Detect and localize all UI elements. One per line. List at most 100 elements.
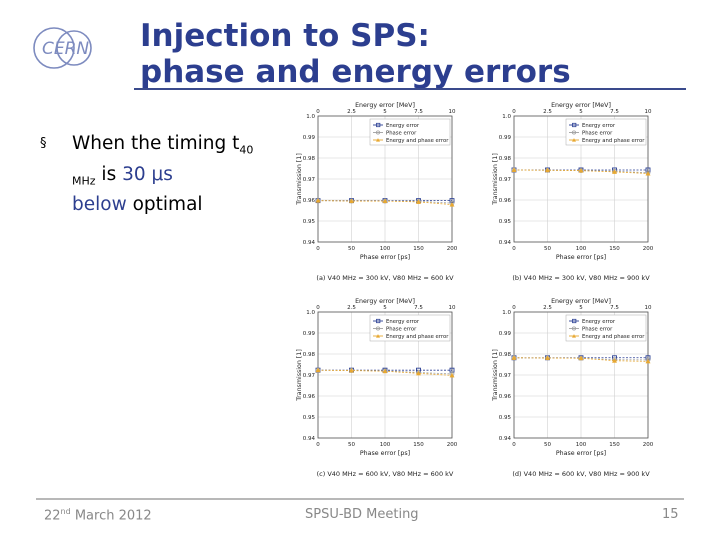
- footer-divider: [36, 498, 684, 500]
- cern-logo: CERN: [30, 20, 96, 76]
- x-tick-label: 150: [609, 246, 620, 252]
- top-tick-label: 0: [316, 109, 320, 115]
- data-point: [511, 167, 517, 172]
- plot-frame: [513, 311, 649, 439]
- bullet-highlight-below: below: [72, 194, 127, 216]
- bullet-text-before: When the timing t: [72, 133, 240, 154]
- data-point: [544, 355, 551, 360]
- y-tick-label: 0.99: [303, 331, 316, 337]
- y-tick-label: 0.95: [499, 415, 512, 421]
- data-point: [511, 355, 517, 360]
- legend-box: [565, 314, 647, 342]
- y-tick-label: 0.95: [499, 219, 512, 225]
- x-tick-label: 150: [609, 442, 620, 448]
- y-tick-label: 0.98: [303, 352, 316, 358]
- x-tick-label: 100: [380, 246, 391, 252]
- legend-marker: [376, 130, 381, 135]
- bullet-text-mid: is: [95, 163, 123, 185]
- x-tick-label: 100: [576, 246, 587, 252]
- top-axis-label: Energy error [MeV]: [551, 298, 611, 305]
- legend-label: Energy error: [582, 319, 616, 325]
- x-tick-label: 200: [447, 442, 458, 448]
- x-tick-label: 100: [380, 442, 391, 448]
- chart-svg: 0 50 100 150 200 0 2.5 5 7.5 10 1.0 0.99 0.98 0.97 0.9…: [492, 102, 654, 282]
- x-tick-label: 200: [447, 246, 458, 252]
- legend-marker: [376, 334, 380, 338]
- y-tick-label: 0.94: [499, 240, 512, 246]
- chart-svg: 0 50 100 150 200 0 2.5 5 7.5 10 1.0 0.99 0.98 0.97 0.9…: [492, 298, 654, 478]
- x-tick-label: 150: [413, 442, 424, 448]
- cern-logo-graphic: CERN: [33, 27, 92, 69]
- cern-logo-text: CERN: [42, 39, 89, 59]
- data-point: [611, 358, 618, 363]
- data-point: [578, 167, 584, 173]
- title-underline: [134, 88, 686, 90]
- top-tick-label: 5: [579, 305, 583, 311]
- top-tick-label: 0: [512, 109, 516, 115]
- y-tick-label: 1.0: [306, 310, 315, 316]
- x-tick-label: 150: [413, 246, 424, 252]
- y-tick-label: 0.99: [499, 135, 512, 141]
- top-tick-label: 0: [316, 305, 320, 311]
- y-tick-label: 0.96: [303, 198, 316, 204]
- chart-caption: (b) V40 MHz = 300 kV, V80 MHz = 900 kV: [512, 274, 650, 282]
- top-axis-label: Energy error [MeV]: [355, 102, 415, 109]
- data-point: [645, 170, 651, 176]
- top-tick-label: 10: [645, 109, 652, 115]
- legend-label: Energy error: [386, 123, 420, 129]
- legend-marker: [572, 138, 576, 142]
- top-tick-label: 7.5: [414, 305, 423, 311]
- title-line-2: phase and energy errors: [140, 54, 571, 90]
- x-axis-label: Phase error [ps]: [556, 254, 606, 261]
- x-tick-label: 50: [544, 246, 551, 252]
- legend-label: Phase error: [582, 326, 613, 332]
- y-tick-label: 0.95: [303, 219, 316, 225]
- footer-meeting: SPSU-BD Meeting: [305, 507, 419, 522]
- legend-marker: [572, 326, 577, 331]
- top-tick-label: 2.5: [543, 305, 552, 311]
- chart-panel-a: 0 50 100 150 200 0 2.5 5 7.5 10 1.0 0.99 0.98 0.97 0.9…: [292, 100, 462, 288]
- legend-marker: [572, 318, 577, 324]
- x-axis-label: Phase error [ps]: [360, 450, 410, 457]
- legend-marker: [572, 122, 577, 128]
- x-tick-label: 100: [576, 442, 587, 448]
- top-tick-label: 2.5: [347, 109, 356, 115]
- legend-label: Energy and phase error: [582, 138, 645, 144]
- legend-marker: [376, 318, 381, 324]
- legend-marker: [376, 122, 381, 128]
- top-axis-label: Energy error [MeV]: [355, 298, 415, 305]
- data-point: [315, 198, 321, 203]
- y-tick-label: 0.99: [303, 135, 316, 141]
- y-tick-label: 0.95: [303, 415, 316, 421]
- y-tick-label: 0.96: [303, 394, 316, 400]
- y-tick-label: 0.96: [499, 394, 512, 400]
- x-tick-label: 50: [348, 246, 355, 252]
- x-tick-label: 200: [643, 246, 654, 252]
- chart-panel-b: 0 50 100 150 200 0 2.5 5 7.5 10 1.0 0.99 0.98 0.97 0.9…: [488, 100, 658, 288]
- x-axis-label: Phase error [ps]: [556, 450, 606, 457]
- legend-label: Energy error: [386, 319, 420, 325]
- chart-caption: (a) V40 MHz = 300 kV, V80 MHz = 600 kV: [316, 274, 454, 282]
- top-tick-label: 10: [449, 305, 456, 311]
- y-tick-label: 0.97: [499, 177, 512, 183]
- footer-date-rest: March 2012: [70, 508, 152, 524]
- legend-marker: [572, 130, 577, 135]
- top-tick-label: 7.5: [414, 109, 423, 115]
- y-tick-label: 0.94: [303, 436, 316, 442]
- data-point: [348, 198, 355, 204]
- top-tick-label: 5: [383, 305, 387, 311]
- legend-label: Energy and phase error: [386, 138, 449, 144]
- y-tick-label: 0.96: [499, 198, 512, 204]
- top-tick-label: 5: [383, 109, 387, 115]
- y-tick-label: 0.97: [303, 177, 316, 183]
- data-point: [315, 367, 321, 373]
- top-tick-label: 2.5: [347, 305, 356, 311]
- y-tick-label: 0.97: [499, 373, 512, 379]
- top-tick-label: 5: [579, 109, 583, 115]
- y-tick-label: 0.98: [499, 156, 512, 162]
- chart-caption: (c) V40 MHz = 600 kV, V80 MHz = 600 kV: [317, 470, 454, 478]
- y-axis-label: Transmission [1]: [296, 153, 303, 206]
- legend-label: Energy and phase error: [386, 334, 449, 340]
- data-point: [382, 198, 388, 204]
- data-point: [415, 370, 422, 376]
